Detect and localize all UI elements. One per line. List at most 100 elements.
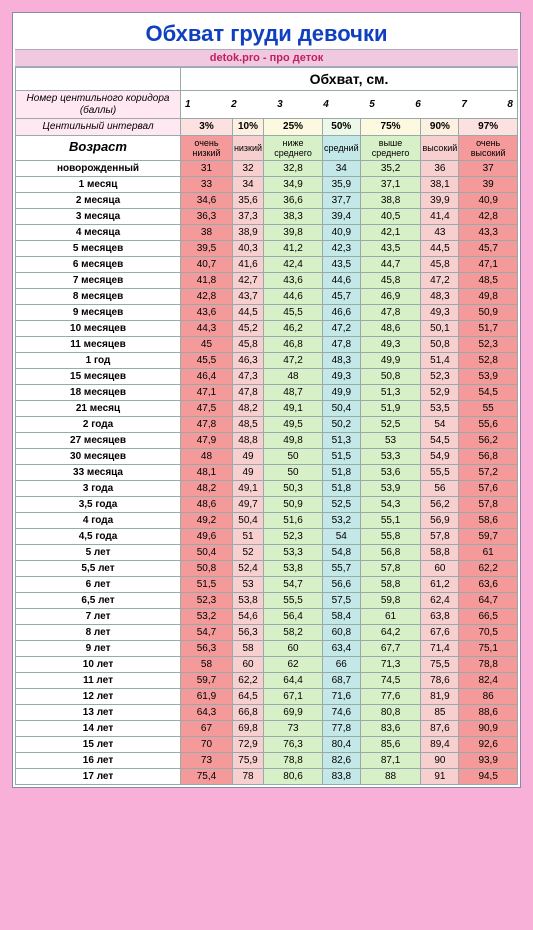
value-cell: 45,8 bbox=[360, 273, 421, 289]
value-cell: 56,3 bbox=[181, 641, 233, 657]
value-cell: 54,5 bbox=[421, 433, 459, 449]
value-cell: 53,2 bbox=[323, 513, 361, 529]
value-cell: 68,7 bbox=[323, 673, 361, 689]
table-row: 3 месяца36,337,338,339,440,541,442,8 bbox=[16, 209, 518, 225]
value-cell: 47,3 bbox=[232, 369, 263, 385]
value-cell: 35,9 bbox=[323, 177, 361, 193]
value-cell: 74,6 bbox=[323, 705, 361, 721]
value-cell: 32 bbox=[232, 161, 263, 177]
value-cell: 61,2 bbox=[421, 577, 459, 593]
value-cell: 43 bbox=[421, 225, 459, 241]
value-cell: 75,4 bbox=[181, 769, 233, 785]
corridor-num: 8 bbox=[507, 99, 513, 111]
value-cell: 66,8 bbox=[232, 705, 263, 721]
age-cell: 21 месяц bbox=[16, 401, 181, 417]
value-cell: 38,8 bbox=[360, 193, 421, 209]
value-cell: 50,4 bbox=[232, 513, 263, 529]
value-cell: 54,7 bbox=[264, 577, 323, 593]
value-cell: 51,5 bbox=[181, 577, 233, 593]
value-cell: 38 bbox=[181, 225, 233, 241]
value-cell: 42,1 bbox=[360, 225, 421, 241]
value-cell: 57,8 bbox=[360, 561, 421, 577]
value-cell: 54,7 bbox=[181, 625, 233, 641]
value-cell: 46,3 bbox=[232, 353, 263, 369]
value-cell: 53 bbox=[360, 433, 421, 449]
table-row: 27 месяцев47,948,849,851,35354,556,2 bbox=[16, 433, 518, 449]
value-cell: 38,1 bbox=[421, 177, 459, 193]
value-cell: 44,6 bbox=[323, 273, 361, 289]
table-row: 11 лет59,762,264,468,774,578,682,4 bbox=[16, 673, 518, 689]
value-cell: 71,4 bbox=[421, 641, 459, 657]
value-cell: 51,7 bbox=[459, 321, 518, 337]
value-cell: 44,6 bbox=[264, 289, 323, 305]
age-cell: 7 лет bbox=[16, 609, 181, 625]
table-row: 8 лет54,756,358,260,864,267,670,5 bbox=[16, 625, 518, 641]
category-header: ниже среднего bbox=[264, 135, 323, 161]
value-cell: 57,2 bbox=[459, 465, 518, 481]
table-row: 21 месяц47,548,249,150,451,953,555 bbox=[16, 401, 518, 417]
table-row: 6,5 лет52,353,855,557,559,862,464,7 bbox=[16, 593, 518, 609]
value-cell: 47,8 bbox=[360, 305, 421, 321]
value-cell: 56,9 bbox=[421, 513, 459, 529]
value-cell: 59,7 bbox=[459, 529, 518, 545]
category-header: очень высокий bbox=[459, 135, 518, 161]
value-cell: 45,8 bbox=[421, 257, 459, 273]
value-cell: 48,3 bbox=[421, 289, 459, 305]
value-cell: 88 bbox=[360, 769, 421, 785]
age-cell: 6,5 лет bbox=[16, 593, 181, 609]
value-cell: 64,2 bbox=[360, 625, 421, 641]
value-cell: 51,8 bbox=[323, 465, 361, 481]
age-cell: 15 лет bbox=[16, 737, 181, 753]
percent-header: 10% bbox=[232, 119, 263, 136]
value-cell: 52,5 bbox=[323, 497, 361, 513]
corridor-num: 6 bbox=[415, 99, 421, 111]
value-cell: 60 bbox=[421, 561, 459, 577]
value-cell: 49,3 bbox=[360, 337, 421, 353]
value-cell: 59,8 bbox=[360, 593, 421, 609]
value-cell: 50 bbox=[264, 449, 323, 465]
age-cell: 33 месяца bbox=[16, 465, 181, 481]
age-cell: 10 лет bbox=[16, 657, 181, 673]
value-cell: 54 bbox=[421, 417, 459, 433]
percent-header: 75% bbox=[360, 119, 421, 136]
value-cell: 38,3 bbox=[264, 209, 323, 225]
value-cell: 52,8 bbox=[459, 353, 518, 369]
value-cell: 47,1 bbox=[181, 385, 233, 401]
value-cell: 45,7 bbox=[459, 241, 518, 257]
age-cell: 6 месяцев bbox=[16, 257, 181, 273]
value-cell: 40,9 bbox=[459, 193, 518, 209]
value-cell: 37,3 bbox=[232, 209, 263, 225]
value-cell: 48,6 bbox=[181, 497, 233, 513]
value-cell: 56,8 bbox=[360, 545, 421, 561]
value-cell: 62,2 bbox=[459, 561, 518, 577]
value-cell: 55,6 bbox=[459, 417, 518, 433]
value-cell: 56,3 bbox=[232, 625, 263, 641]
age-cell: 30 месяцев bbox=[16, 449, 181, 465]
age-cell: 12 лет bbox=[16, 689, 181, 705]
value-cell: 78,6 bbox=[421, 673, 459, 689]
value-cell: 48 bbox=[264, 369, 323, 385]
value-cell: 59,7 bbox=[181, 673, 233, 689]
value-cell: 85 bbox=[421, 705, 459, 721]
corridor-label: Номер центильного коридора (баллы) bbox=[16, 91, 181, 119]
value-cell: 58,2 bbox=[264, 625, 323, 641]
value-cell: 49,9 bbox=[323, 385, 361, 401]
value-cell: 80,6 bbox=[264, 769, 323, 785]
table-row: 6 лет51,55354,756,658,861,263,6 bbox=[16, 577, 518, 593]
value-cell: 53,6 bbox=[360, 465, 421, 481]
value-cell: 77,6 bbox=[360, 689, 421, 705]
value-cell: 49,8 bbox=[264, 433, 323, 449]
value-cell: 48,3 bbox=[323, 353, 361, 369]
value-cell: 41,2 bbox=[264, 241, 323, 257]
value-cell: 58,8 bbox=[360, 577, 421, 593]
value-cell: 50,8 bbox=[421, 337, 459, 353]
value-cell: 46,2 bbox=[264, 321, 323, 337]
age-cell: 7 месяцев bbox=[16, 273, 181, 289]
value-cell: 52,3 bbox=[264, 529, 323, 545]
value-cell: 47,8 bbox=[323, 337, 361, 353]
value-cell: 49,8 bbox=[459, 289, 518, 305]
value-cell: 45,7 bbox=[323, 289, 361, 305]
value-cell: 53 bbox=[232, 577, 263, 593]
value-cell: 94,5 bbox=[459, 769, 518, 785]
value-cell: 42,4 bbox=[264, 257, 323, 273]
